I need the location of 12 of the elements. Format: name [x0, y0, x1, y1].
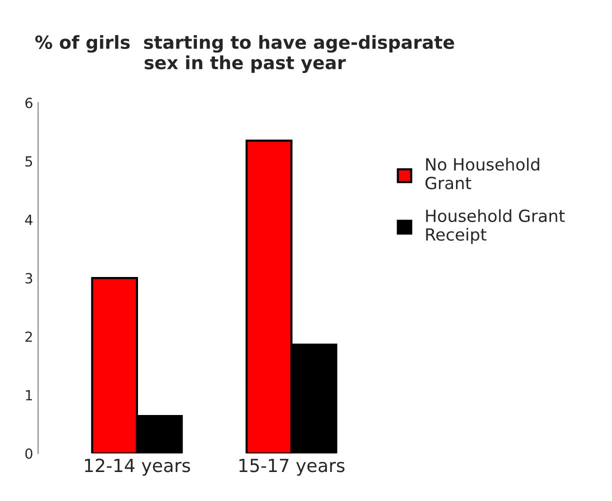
y-tick-label: 2 — [25, 331, 32, 342]
legend-label: Household Grant Receipt — [426, 209, 565, 244]
y-tick-label: 1 — [26, 390, 32, 400]
y-tick-label: 6 — [25, 98, 32, 108]
x-tick-label: 15-17 years — [239, 458, 344, 476]
chart-title: % of girls starting to have age-disparate sex in the past year — [35, 35, 454, 74]
y-tick-label: 3 — [25, 273, 32, 284]
y-tick-label: 5 — [26, 156, 32, 167]
x-tick-label: 12-14 years — [85, 458, 190, 476]
y-tick-label: 4 — [25, 214, 32, 225]
y-tick-label: 0 — [25, 448, 32, 459]
legend-label: No Household Grant — [425, 158, 540, 190]
